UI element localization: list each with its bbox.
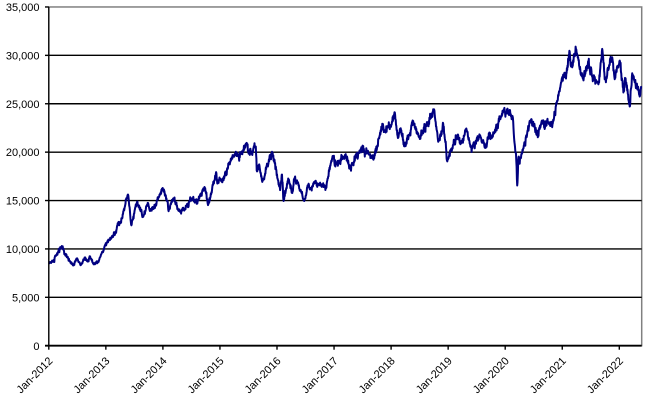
- svg-text:30,000: 30,000: [6, 50, 40, 62]
- svg-text:10,000: 10,000: [6, 244, 40, 256]
- svg-text:5,000: 5,000: [12, 292, 40, 304]
- svg-text:20,000: 20,000: [6, 147, 40, 159]
- svg-text:35,000: 35,000: [6, 2, 40, 14]
- svg-text:25,000: 25,000: [6, 99, 40, 111]
- svg-text:15,000: 15,000: [6, 196, 40, 208]
- svg-text:0: 0: [33, 341, 39, 353]
